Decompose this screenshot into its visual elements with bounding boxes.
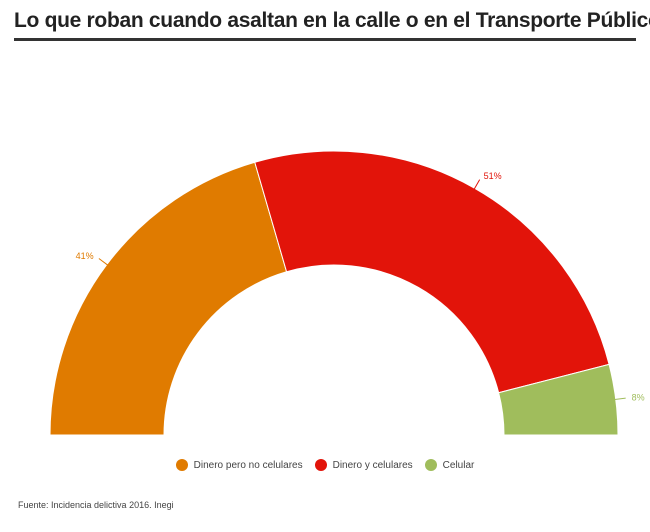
source-note: Fuente: Incidencia delictiva 2016. Inegi — [18, 500, 174, 510]
chart-legend: Dinero pero no celulares Dinero y celula… — [0, 459, 650, 471]
slice-label-connector-0 — [98, 258, 109, 267]
title-underline — [14, 38, 636, 41]
legend-swatch-1 — [314, 459, 327, 471]
legend-item-0[interactable]: Dinero pero no celulares — [175, 459, 303, 471]
slice-label-0: 41% — [76, 251, 94, 261]
legend-label-0: Dinero pero no celulares — [193, 459, 303, 471]
slice-label-1: 51% — [484, 171, 502, 181]
slice-0[interactable] — [49, 161, 288, 436]
slice-label-connector-2 — [613, 397, 626, 401]
chart-title: Lo que roban cuando asaltan en la calle … — [14, 9, 650, 32]
slice-label-connector-1 — [473, 179, 481, 191]
slice-2[interactable] — [498, 363, 619, 436]
slice-1[interactable] — [254, 150, 610, 394]
legend-item-1[interactable]: Dinero y celulares — [314, 459, 413, 471]
legend-label-2: Celular — [442, 459, 475, 471]
legend-swatch-0 — [175, 459, 188, 471]
slice-label-2: 8% — [632, 393, 645, 403]
legend-item-2[interactable]: Celular — [424, 459, 475, 471]
legend-swatch-2 — [424, 459, 437, 471]
legend-label-1: Dinero y celulares — [332, 459, 413, 471]
chart-header: Lo que roban cuando asaltan en la calle … — [14, 6, 650, 41]
